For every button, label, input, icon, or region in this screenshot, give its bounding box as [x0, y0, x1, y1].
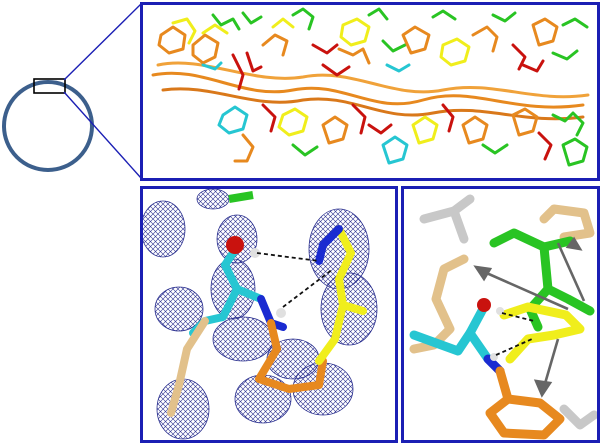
hydrogen-bond — [501, 312, 535, 322]
density-map-panel — [140, 186, 398, 443]
fibril-stick-model — [151, 7, 590, 167]
orange-residue — [255, 319, 327, 393]
zoom-line-top — [63, 3, 142, 81]
motion-arrow — [481, 269, 569, 311]
orange-residue — [485, 366, 565, 440]
zoom-region-box — [33, 78, 66, 94]
yellow-residue — [499, 302, 585, 364]
hydrogen-atom — [250, 248, 260, 258]
motion-arrow — [556, 242, 586, 302]
density-stick-model — [143, 189, 378, 440]
grey-residue — [419, 194, 475, 244]
hydrogen-atom — [276, 308, 286, 318]
yellow-residue — [315, 225, 355, 365]
motion-arrow — [542, 338, 560, 388]
green-residue — [489, 228, 595, 316]
backbone-strand — [151, 71, 585, 109]
tan-residue — [167, 317, 209, 417]
backbone-strand — [161, 87, 585, 121]
oxygen-atom — [477, 298, 491, 312]
hydrogen-bond — [256, 252, 320, 262]
oxygen-atom — [226, 236, 244, 254]
zoom-line-bottom — [63, 91, 142, 179]
backbone-strand — [156, 61, 590, 99]
tan-residue — [539, 204, 595, 242]
conformation-panel — [401, 186, 600, 443]
cyan-residue — [409, 302, 489, 356]
conformation-stick-model — [409, 194, 597, 440]
hydrogen-bond — [282, 268, 334, 308]
fibril-overview-panel — [140, 2, 600, 181]
fiber-cross-section-ring — [2, 80, 94, 172]
